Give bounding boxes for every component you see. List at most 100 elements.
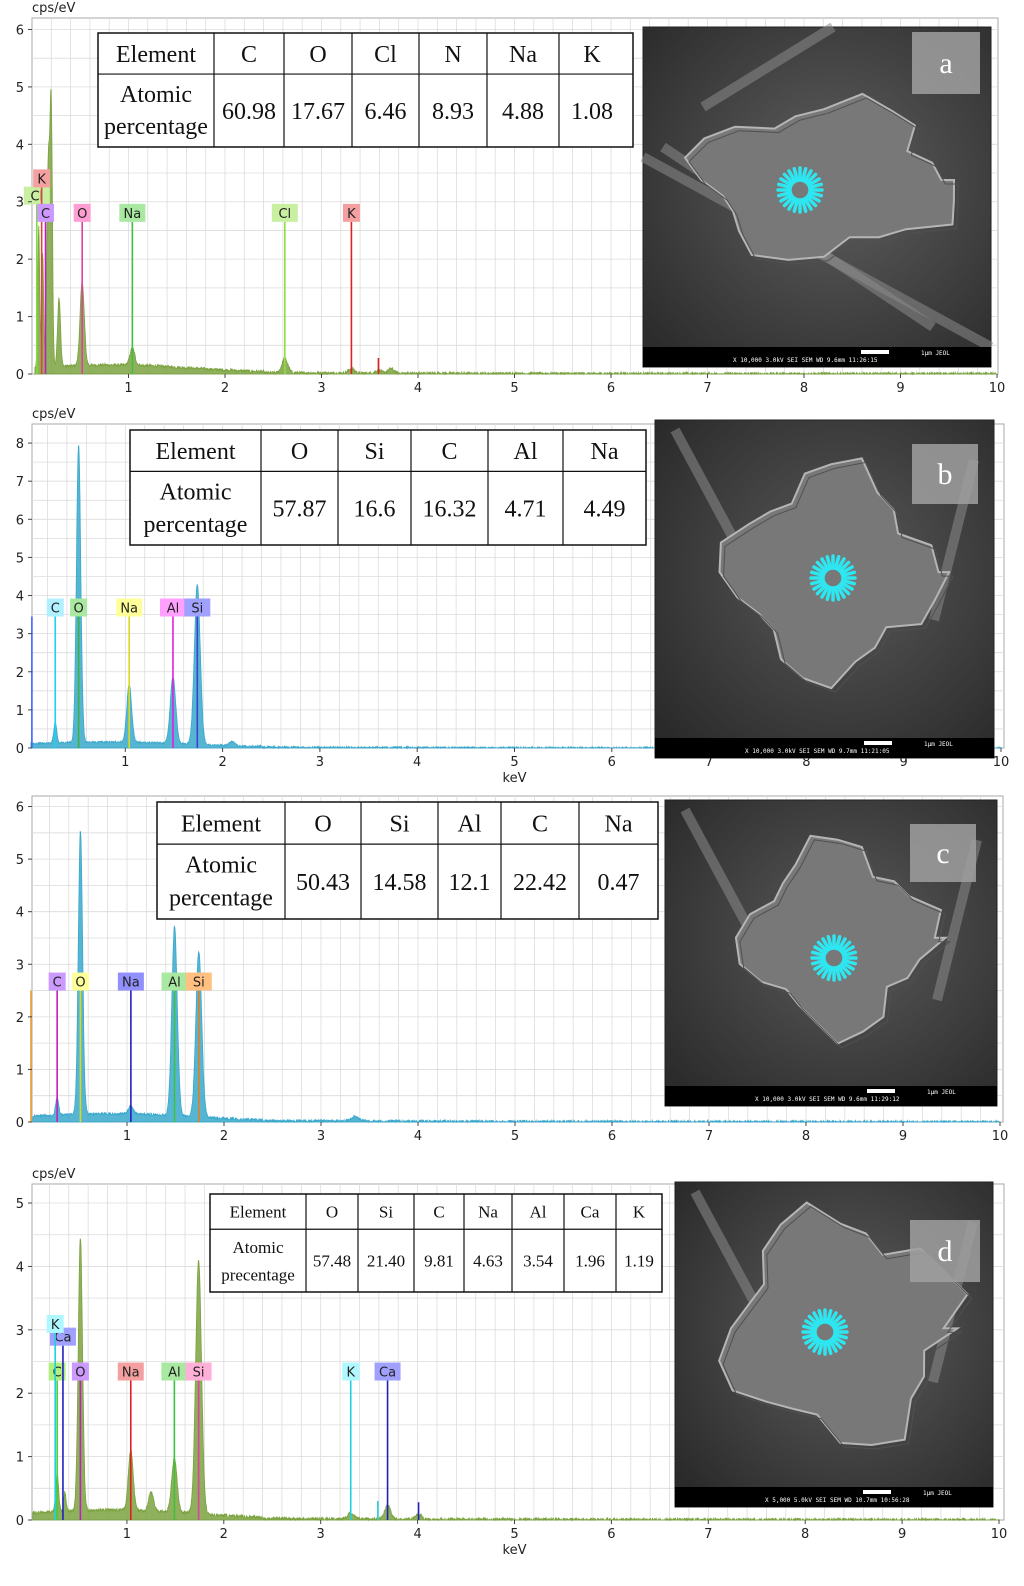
x-tick-label: 2 <box>218 755 226 770</box>
marker-spoke <box>820 584 830 599</box>
marker-spoke <box>834 934 842 951</box>
y-tick-label: 0 <box>16 1116 24 1131</box>
panel-letter-box <box>912 444 978 504</box>
marker-spoke <box>813 961 828 971</box>
x-tick-label: 1 <box>123 1527 131 1542</box>
table-header-cell: Na <box>478 1203 498 1222</box>
analysis-spot-marker <box>801 1308 849 1356</box>
element-label: Cl <box>278 207 291 222</box>
marker-spoke <box>836 557 846 572</box>
x-tick-label: 3 <box>316 755 324 770</box>
sem-info-bar <box>675 1487 993 1507</box>
table-value-cell: 3.54 <box>523 1252 553 1271</box>
element-marker-o: O <box>70 598 88 748</box>
panel-letter-box <box>910 824 976 882</box>
x-tick-label: 6 <box>608 1129 616 1144</box>
table-header-cell: O <box>309 42 326 68</box>
marker-spoke <box>841 950 858 958</box>
table-header-cell: C <box>441 439 457 465</box>
table-row-label: percentage <box>104 114 208 140</box>
spectrum-series <box>32 830 1000 1124</box>
analysis-spot-marker <box>810 934 858 982</box>
y-tick-label: 3 <box>16 1324 24 1339</box>
marker-spoke <box>840 961 855 971</box>
marker-spoke <box>828 1338 838 1353</box>
element-marker-cl: Cl <box>271 203 298 374</box>
table-header-cell: Element <box>230 1203 287 1222</box>
marker-spoke <box>815 583 828 596</box>
sem-micrograph: X 5,000 5.0kV SEI SEM WD 10.7mm 10:56:28… <box>674 1181 994 1508</box>
x-tick-label: 1 <box>121 755 129 770</box>
element-marker-cl: Cl <box>23 186 50 374</box>
sem-info-bar <box>665 1086 997 1106</box>
table-header-cell: O <box>291 439 308 465</box>
x-tick-label: 5 <box>510 381 518 396</box>
marker-spoke <box>805 172 818 185</box>
marker-spoke <box>828 1311 838 1326</box>
table-header-cell: Element <box>181 811 261 837</box>
table-value-cell: 60.98 <box>222 99 276 125</box>
eds-panel-a: Cl K C O Na Cl K 1 2 3 4 5 6 7 8 9 10 0 1 2 3 4 5 6 cps/eV Elemen… <box>0 0 1024 400</box>
y-tick-label: 4 <box>16 906 24 921</box>
marker-spoke <box>812 1311 822 1326</box>
element-marker-k: K <box>342 1362 360 1520</box>
marker-spoke <box>810 950 827 958</box>
x-tick-label: 7 <box>703 381 711 396</box>
table-header-cell: Element <box>156 439 236 465</box>
table-value-cell: 9.81 <box>424 1252 454 1271</box>
panel-letter-box <box>912 32 980 94</box>
table-value-cell: 57.48 <box>313 1252 351 1271</box>
marker-spoke <box>807 1337 820 1350</box>
table-value-cell: 12.1 <box>449 870 491 896</box>
element-label-box <box>48 972 66 991</box>
marker-spoke <box>800 166 808 183</box>
eds-chart-svg: Cl K C O Na Cl K 1 2 3 4 5 6 7 8 9 10 0 1 2 3 4 5 6 cps/eV Elemen… <box>16 1 1006 396</box>
table-value-cell: 17.67 <box>291 99 345 125</box>
marker-spoke <box>838 583 851 596</box>
marker-spoke <box>831 1319 846 1329</box>
marker-spoke <box>826 965 834 982</box>
sem-micrograph: X 10,000 3.0kV SEI SEM WD 9.6mm 11:29:12… <box>664 799 998 1107</box>
table-value-cell: 57.87 <box>273 497 327 523</box>
element-label-box <box>46 598 64 617</box>
y-tick-label: 6 <box>16 513 24 528</box>
x-tick-label: 10 <box>991 1527 1008 1542</box>
table-header-cell: N <box>444 42 461 68</box>
y-tick-label: 3 <box>16 196 24 211</box>
x-tick-label: 7 <box>705 755 713 770</box>
marker-spoke <box>833 585 841 602</box>
element-label: Na <box>122 976 140 991</box>
table-frame <box>156 801 659 920</box>
x-tick-label: 6 <box>607 1527 615 1542</box>
marker-spoke <box>832 1324 849 1332</box>
x-tick-label: 4 <box>414 1129 422 1144</box>
element-label-box <box>374 1362 401 1381</box>
marker-spoke <box>792 197 800 214</box>
marker-spoke <box>825 1339 833 1356</box>
marker-spoke <box>779 193 794 203</box>
marker-spoke <box>812 1338 822 1353</box>
panel-letter-box <box>910 1220 980 1282</box>
marker-spoke <box>806 193 821 203</box>
y-tick-label: 5 <box>16 1197 24 1212</box>
element-label-box <box>73 203 91 222</box>
table-row-label: Atomic <box>120 82 192 108</box>
table-header-cell: Al <box>530 1203 547 1222</box>
element-label-box <box>117 972 144 991</box>
element-marker-si: Si <box>184 598 211 748</box>
x-tick-label: 3 <box>317 381 325 396</box>
element-label-box <box>271 203 298 222</box>
marker-spoke <box>810 958 827 966</box>
sem-info-bar <box>643 347 991 367</box>
element-label-box <box>185 1362 212 1381</box>
element-marker-si: Si <box>185 972 212 1122</box>
y-tick-label: 6 <box>16 23 24 38</box>
scale-bar <box>864 741 892 745</box>
sem-micrograph: X 10,000 3.0kV SEI SEM WD 9.7mm 11:21:05… <box>654 419 995 759</box>
sem-info-text: X 5,000 5.0kV SEI SEM WD 10.7mm 10:56:28 <box>765 1497 910 1504</box>
marker-spoke <box>839 581 854 591</box>
marker-spoke <box>807 1314 820 1327</box>
marker-spoke <box>809 578 826 586</box>
marker-spoke <box>809 570 826 578</box>
